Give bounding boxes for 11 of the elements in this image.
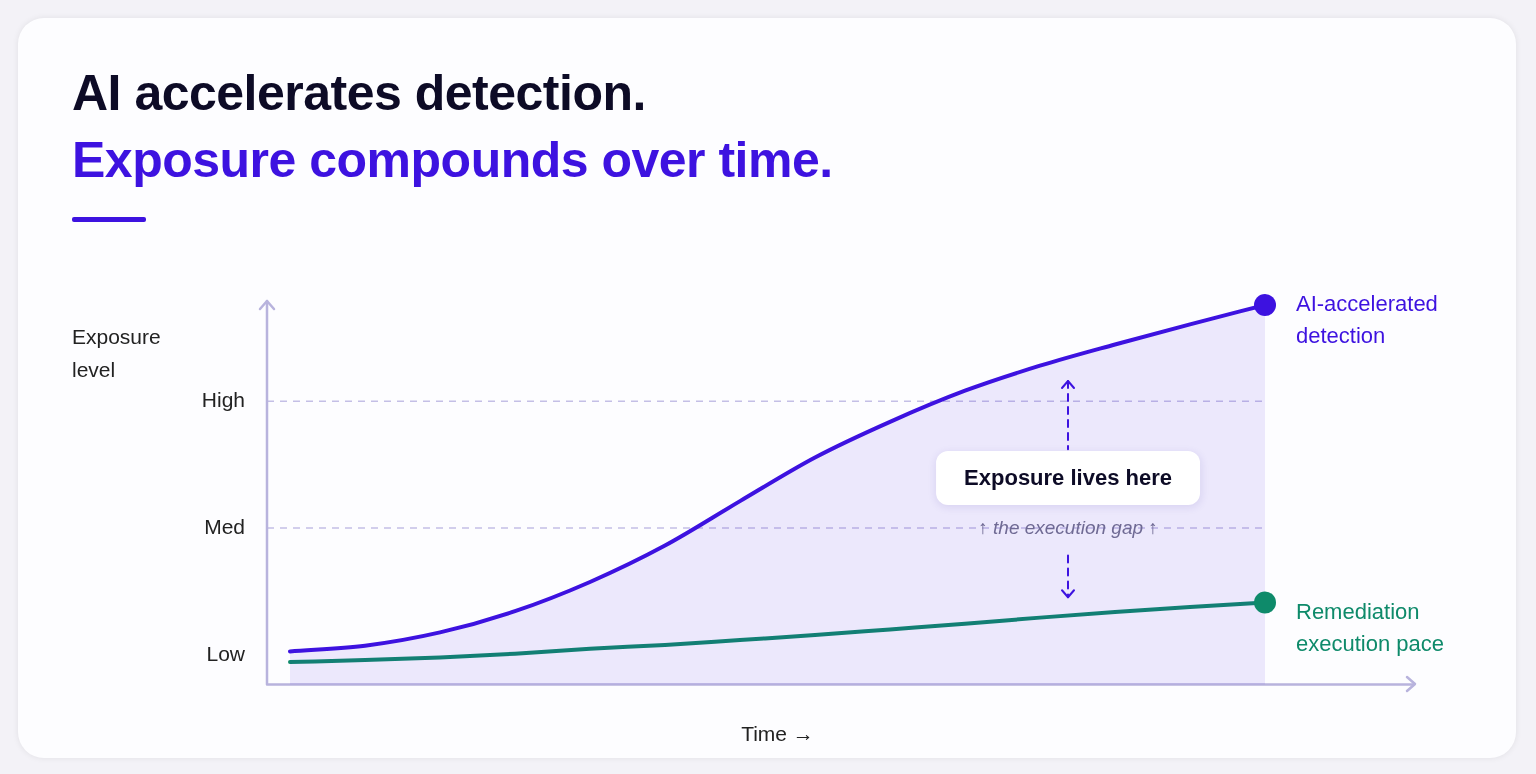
series-label: Remediation execution pace: [1296, 598, 1444, 656]
text: Exposure level: [72, 324, 162, 383]
series-label: AI-accelerated detection: [1296, 291, 1438, 349]
x-axis-title: Time →: [741, 722, 814, 746]
text: Low: [206, 642, 246, 666]
annotation: ↑ the execution gap ↑: [978, 516, 1158, 539]
ref-line-label: High: [201, 388, 245, 412]
chart-title: AI accelerates detection.: [72, 64, 646, 122]
ref-line-label: Med: [204, 514, 245, 538]
chart-subtitle: Exposure compounds over time.: [72, 131, 833, 189]
annotation: Exposure lives here: [936, 451, 1200, 506]
